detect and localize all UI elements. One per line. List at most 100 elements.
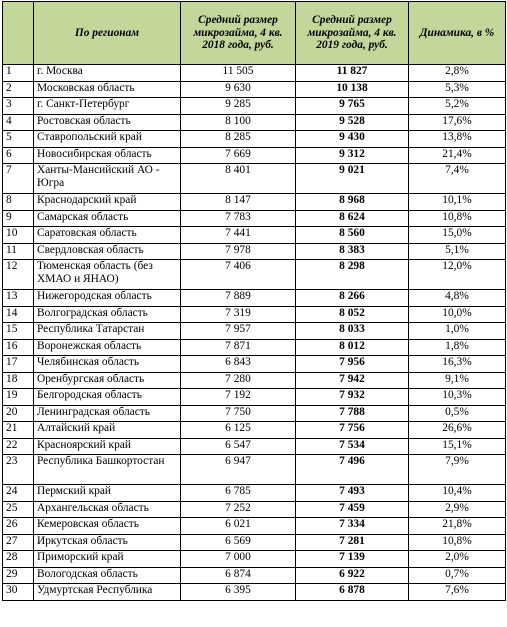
row-avg-2019: 8 012 bbox=[295, 338, 409, 356]
table-row: 29 Вологодская область 6 874 6 922 0,7% bbox=[2, 566, 506, 584]
row-avg-2018: 6 547 bbox=[180, 437, 296, 455]
row-avg-2019: 7 139 bbox=[295, 550, 409, 568]
row-avg-2018: 6 021 bbox=[180, 517, 296, 535]
row-avg-2019: 8 968 bbox=[295, 193, 409, 211]
table-row: 1 г. Москва 11 505 11 827 2,8% bbox=[2, 64, 506, 82]
row-dynamics: 2,8% bbox=[408, 64, 506, 82]
row-number: 11 bbox=[2, 242, 34, 260]
row-dynamics: 5,3% bbox=[408, 80, 506, 98]
row-avg-2019: 7 496 bbox=[295, 454, 409, 485]
row-region: Свердловская область bbox=[33, 242, 181, 260]
row-dynamics: 15,0% bbox=[408, 226, 506, 244]
row-dynamics: 0,5% bbox=[408, 404, 506, 422]
row-avg-2018: 7 978 bbox=[180, 242, 296, 260]
row-avg-2019: 6 878 bbox=[295, 583, 409, 601]
row-dynamics: 15,1% bbox=[408, 437, 506, 455]
row-avg-2019: 9 765 bbox=[295, 97, 409, 115]
row-avg-2018: 7 441 bbox=[180, 226, 296, 244]
regions-microloan-table: По регионам Средний размер микрозайма, 4… bbox=[2, 1, 506, 601]
row-number: 25 bbox=[2, 500, 34, 518]
row-avg-2018: 6 843 bbox=[180, 355, 296, 373]
row-number: 12 bbox=[2, 259, 34, 290]
header-number bbox=[2, 1, 34, 65]
row-avg-2018: 8 100 bbox=[180, 113, 296, 131]
row-avg-2018: 6 569 bbox=[180, 533, 296, 551]
row-avg-2018: 6 125 bbox=[180, 421, 296, 439]
table-row: 10 Саратовская область 7 441 8 560 15,0% bbox=[2, 226, 506, 244]
table-row: 28 Приморский край 7 000 7 139 2,0% bbox=[2, 550, 506, 568]
row-number: 16 bbox=[2, 338, 34, 356]
row-avg-2018: 7 957 bbox=[180, 322, 296, 340]
row-region: г. Москва bbox=[33, 64, 181, 82]
table-row: 7 Ханты-Мансийский АО - Югра 8 401 9 021 7,4… bbox=[2, 163, 506, 194]
row-avg-2018: 7 783 bbox=[180, 209, 296, 227]
row-avg-2018: 7 192 bbox=[180, 388, 296, 406]
row-avg-2019: 10 138 bbox=[295, 80, 409, 98]
row-region: Краснодарский край bbox=[33, 193, 181, 211]
row-avg-2018: 7 406 bbox=[180, 259, 296, 290]
row-number: 27 bbox=[2, 533, 34, 551]
table-row: 17 Челябинская область 6 843 7 956 16,3% bbox=[2, 355, 506, 373]
row-dynamics: 21,4% bbox=[408, 146, 506, 164]
row-region: Пермский край bbox=[33, 484, 181, 502]
row-avg-2018: 6 395 bbox=[180, 583, 296, 601]
row-dynamics: 10,3% bbox=[408, 388, 506, 406]
regions-table-container: По регионам Средний размер микрозайма, 4… bbox=[2, 1, 506, 601]
row-avg-2019: 7 493 bbox=[295, 484, 409, 502]
row-avg-2019: 11 827 bbox=[295, 64, 409, 82]
row-region: Иркутская область bbox=[33, 533, 181, 551]
row-region: Республика Башкортостан bbox=[33, 454, 181, 485]
row-region: Волгоградская область bbox=[33, 305, 181, 323]
row-avg-2018: 11 505 bbox=[180, 64, 296, 82]
row-region: Удмуртская Республика bbox=[33, 583, 181, 601]
row-avg-2019: 7 956 bbox=[295, 355, 409, 373]
row-region: Челябинская область bbox=[33, 355, 181, 373]
row-dynamics: 0,7% bbox=[408, 566, 506, 584]
row-avg-2018: 9 285 bbox=[180, 97, 296, 115]
row-dynamics: 10,1% bbox=[408, 193, 506, 211]
row-avg-2019: 8 624 bbox=[295, 209, 409, 227]
row-region: г. Санкт-Петербург bbox=[33, 97, 181, 115]
row-region: Приморский край bbox=[33, 550, 181, 568]
table-header-row: По регионам Средний размер микрозайма, 4… bbox=[2, 1, 506, 65]
row-region: Оренбургская область bbox=[33, 371, 181, 389]
row-number: 13 bbox=[2, 289, 34, 307]
row-dynamics: 1,0% bbox=[408, 322, 506, 340]
row-dynamics: 10,8% bbox=[408, 209, 506, 227]
row-region: Вологодская область bbox=[33, 566, 181, 584]
row-region: Архангельская область bbox=[33, 500, 181, 518]
row-number: 6 bbox=[2, 146, 34, 164]
row-number: 14 bbox=[2, 305, 34, 323]
table-row: 24 Пермский край 6 785 7 493 10,4% bbox=[2, 484, 506, 502]
row-avg-2018: 7 889 bbox=[180, 289, 296, 307]
table-row: 19 Белгородская область 7 192 7 932 10,3% bbox=[2, 388, 506, 406]
row-avg-2019: 8 383 bbox=[295, 242, 409, 260]
row-region: Кемеровская область bbox=[33, 517, 181, 535]
header-region: По регионам bbox=[33, 1, 181, 65]
row-avg-2019: 7 534 bbox=[295, 437, 409, 455]
row-avg-2019: 7 932 bbox=[295, 388, 409, 406]
row-avg-2019: 7 756 bbox=[295, 421, 409, 439]
row-avg-2018: 8 401 bbox=[180, 163, 296, 194]
row-number: 22 bbox=[2, 437, 34, 455]
table-row: 21 Алтайский край 6 125 7 756 26,6% bbox=[2, 421, 506, 439]
row-number: 23 bbox=[2, 454, 34, 485]
row-number: 17 bbox=[2, 355, 34, 373]
row-dynamics: 2,9% bbox=[408, 500, 506, 518]
row-region: Ленинградская область bbox=[33, 404, 181, 422]
row-dynamics: 17,6% bbox=[408, 113, 506, 131]
row-dynamics: 13,8% bbox=[408, 130, 506, 148]
row-dynamics: 7,4% bbox=[408, 163, 506, 194]
row-number: 5 bbox=[2, 130, 34, 148]
table-row: 20 Ленинградская область 7 750 7 788 0,5% bbox=[2, 404, 506, 422]
row-avg-2019: 8 033 bbox=[295, 322, 409, 340]
row-avg-2019: 7 788 bbox=[295, 404, 409, 422]
header-dynamics: Динамика, в % bbox=[408, 1, 506, 65]
row-dynamics: 10,0% bbox=[408, 305, 506, 323]
table-row: 22 Красноярский край 6 547 7 534 15,1% bbox=[2, 437, 506, 455]
table-row: 23 Республика Башкортостан 6 947 7 496 7,9% bbox=[2, 454, 506, 485]
row-avg-2018: 7 252 bbox=[180, 500, 296, 518]
table-row: 8 Краснодарский край 8 147 8 968 10,1% bbox=[2, 193, 506, 211]
row-number: 28 bbox=[2, 550, 34, 568]
row-number: 3 bbox=[2, 97, 34, 115]
